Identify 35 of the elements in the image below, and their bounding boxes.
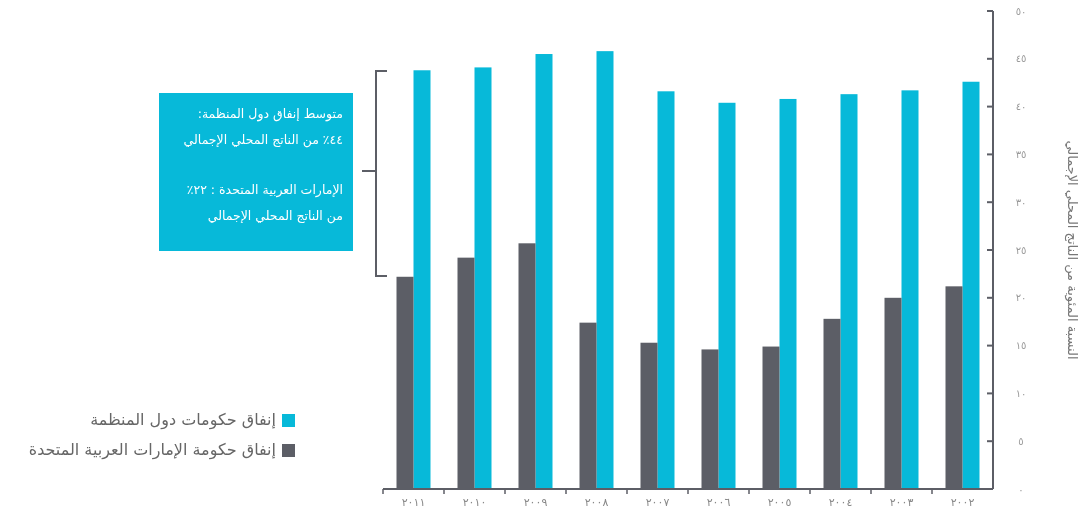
y-tick-label: ٢٥ (1015, 244, 1027, 256)
bar (779, 98, 797, 489)
x-tick-label: ٢٠٠٧ (645, 496, 670, 509)
x-tick-label: ٢٠٠٣ (889, 496, 914, 509)
annotation-box: متوسط إنفاق دول المنظمة: ٤٤٪ من الناتج المحلي الإجمالي الإمارات العربية المتحدة : ٢٢٪ من الناتج المحلي الإجمالي (159, 93, 353, 251)
bar (596, 51, 614, 489)
x-tick-label: ٢٠٠٢ (950, 496, 975, 509)
y-axis-title: النسبة المئوية من الناتج المحلي الإجمالي (1064, 140, 1080, 360)
legend-label: إنفاق حكومة الإمارات العربية المتحدة (28, 440, 276, 460)
y-tick-label: ١٠ (1015, 387, 1027, 399)
y-tick-label: ٠ (1018, 483, 1024, 495)
x-tick-label: ٢٠١١ (401, 496, 426, 509)
bar (474, 67, 492, 489)
y-tick-label: ٢٠ (1015, 292, 1027, 304)
x-tick-label: ٢٠١٠ (462, 496, 487, 509)
bar (901, 90, 919, 489)
bar (657, 91, 675, 489)
bar (962, 81, 980, 489)
x-tick-label: ٢٠٠٩ (523, 496, 548, 509)
y-tick-label: ٤٠ (1015, 101, 1027, 113)
y-tick-label: ٥٠ (1015, 5, 1027, 17)
bar (840, 94, 858, 489)
y-tick-label: ٣٠ (1015, 196, 1027, 208)
y-tick-label: ٥ (1018, 435, 1024, 447)
y-tick-label: ١٥ (1015, 340, 1027, 352)
x-tick-label: ٢٠٠٤ (828, 496, 853, 509)
y-tick-label: ٤٥ (1015, 53, 1027, 65)
bar (413, 70, 431, 489)
x-tick-label: ٢٠٠٥ (767, 496, 792, 509)
bar (718, 102, 736, 489)
x-tick-label: ٢٠٠٨ (584, 496, 609, 509)
bar (535, 54, 553, 489)
x-tick-label: ٢٠٠٦ (706, 496, 731, 509)
y-tick-label: ٣٥ (1015, 148, 1027, 160)
legend-label: إنفاق حكومات دول المنظمة (90, 410, 276, 430)
